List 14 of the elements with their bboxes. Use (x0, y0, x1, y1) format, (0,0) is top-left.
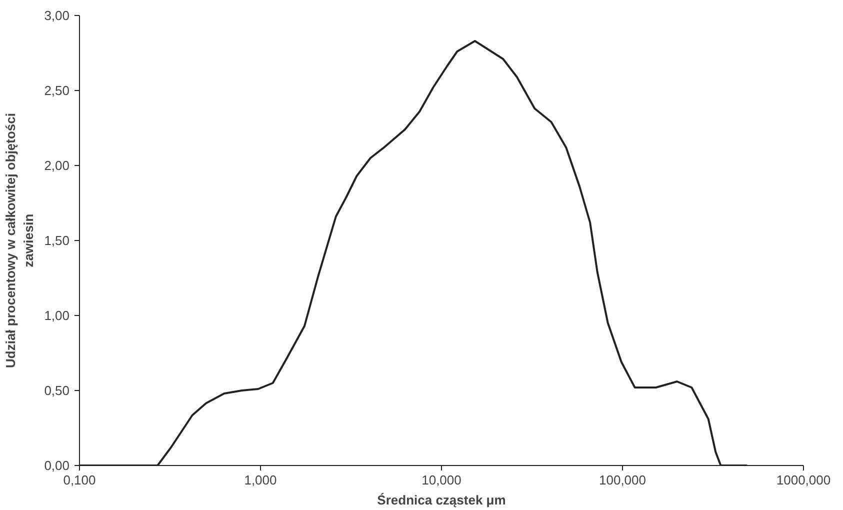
y-tick-label: 0,50 (44, 383, 70, 398)
x-tick-label: 10,000 (422, 472, 462, 488)
y-tick-label: 1,00 (44, 308, 70, 323)
x-axis-title: Średnica cząstek μm (377, 492, 506, 508)
y-axis-title: Udział procentowy w całkowitej objętości zawiesin (3, 113, 36, 368)
x-tick-label: 0,100 (63, 472, 96, 488)
y-tick-label: 2,50 (44, 83, 70, 98)
x-tick-label: 1000,000 (776, 472, 831, 488)
y-tick-label: 2,00 (44, 158, 70, 173)
y-tick-label: 1,50 (44, 233, 70, 248)
x-tick-label: 1,000 (244, 472, 277, 488)
x-tick-label: 100,000 (599, 472, 646, 488)
y-tick-label: 3,00 (44, 8, 70, 23)
y-tick-label: 0,00 (44, 458, 70, 473)
